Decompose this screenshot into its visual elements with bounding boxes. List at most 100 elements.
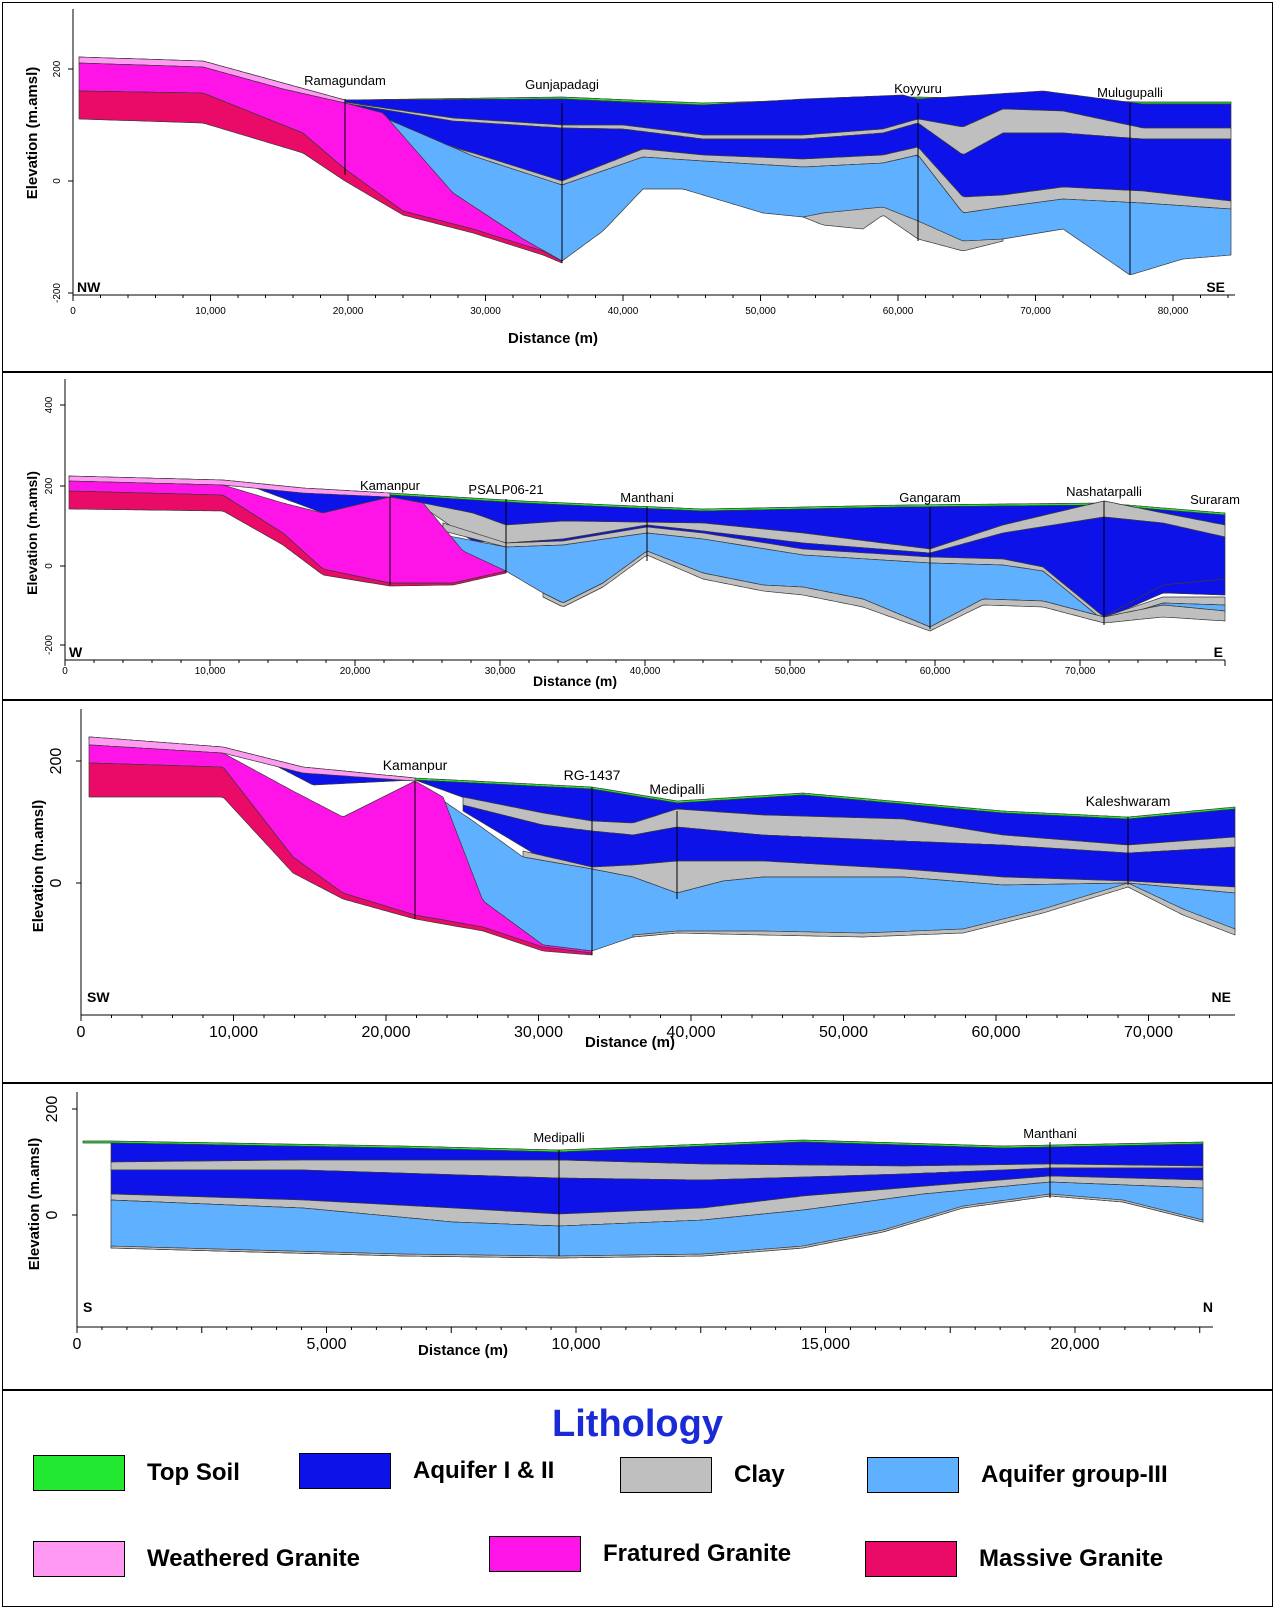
legend-label: Top Soil <box>147 1459 240 1486</box>
x-tick-label: 10,000 <box>195 666 226 677</box>
direction-label-left: S <box>83 1299 92 1315</box>
x-axis-title: Distance (m) <box>533 673 617 689</box>
well-label: Kamanpur <box>383 757 448 773</box>
y-axis-title: Elevation (m.amsl) <box>30 800 47 933</box>
legend-swatch-top-soil <box>33 1455 125 1491</box>
well-label: Gunjapadagi <box>525 77 599 92</box>
x-tick-label: 0 <box>77 1024 86 1041</box>
x-tick-label: 40,000 <box>608 306 639 317</box>
well-label: Mulugupalli <box>1097 85 1163 100</box>
direction-label-right: E <box>1214 644 1223 660</box>
x-tick-label: 80,000 <box>1158 306 1189 317</box>
clay-layer <box>542 551 1226 632</box>
layers <box>78 56 1232 275</box>
x-tick-label: 20,000 <box>333 306 364 317</box>
x-tick-label: 50,000 <box>745 306 776 317</box>
legend-label: Massive Granite <box>979 1545 1164 1572</box>
lithology-legend: Lithology Top Soil Aquifer I & II Clay A… <box>2 1390 1273 1607</box>
legend-swatch-aquifer-1-2 <box>299 1453 391 1489</box>
x-tick-label: 0 <box>73 1336 82 1353</box>
y-axis-title: Elevation (m.amsl) <box>24 67 41 200</box>
legend-item-aquifer-1-2: Aquifer I & II <box>299 1453 554 1489</box>
legend-swatch-fractured-granite <box>489 1536 581 1572</box>
well-label: Gangaram <box>899 490 960 505</box>
x-tick-label: 40,000 <box>630 666 661 677</box>
clay-layer <box>632 882 1236 938</box>
clay-layer <box>110 1193 1204 1259</box>
x-tick-label: 50,000 <box>775 666 806 677</box>
x-tick-label: 70,000 <box>1020 306 1051 317</box>
legend-item-aquifer-3: Aquifer group-III <box>867 1457 1168 1493</box>
x-tick-label: 70,000 <box>1124 1024 1173 1041</box>
direction-label-right: SE <box>1206 279 1225 295</box>
legend-label: Clay <box>734 1461 785 1488</box>
x-tick-label: 20,000 <box>362 1024 411 1041</box>
clay-layer <box>802 206 1004 252</box>
y-tick-label: -200 <box>44 635 55 655</box>
layers <box>82 1139 1204 1259</box>
x-tick-label: 0 <box>70 306 76 317</box>
well-label: Manthani <box>1023 1126 1077 1141</box>
legend-item-weathered-granite: Weathered Granite <box>33 1541 360 1577</box>
x-tick-label: 60,000 <box>883 306 914 317</box>
y-tick-label: 200 <box>44 1096 61 1123</box>
direction-label-left: W <box>69 644 83 660</box>
x-axis-title: Distance (m) <box>585 1034 675 1051</box>
cross-section-1: 0 10,000 20,000 30,000 40,000 50,000 60,000 70,… <box>24 9 1235 347</box>
well-label: Koyyuru <box>894 81 942 96</box>
cross-section-4: 0 5,000 10,000 15,000 20,000 200 0 Distance (m)… <box>26 1092 1213 1359</box>
x-tick-label: 30,000 <box>470 306 501 317</box>
legend-swatch-weathered-granite <box>33 1541 125 1577</box>
x-tick-label: 0 <box>62 666 68 677</box>
legend-swatch-aquifer-3 <box>867 1457 959 1493</box>
y-tick-label: 0 <box>48 878 65 887</box>
well-label: Ramagundam <box>304 73 386 88</box>
cross-section-3: 0 10,000 20,000 30,000 40,000 50,000 60,000 70,… <box>30 709 1236 1051</box>
aquifer-1-2-layer <box>1103 578 1226 620</box>
y-tick-label: 400 <box>44 396 55 413</box>
well-label: Medipalli <box>649 781 704 797</box>
y-axis-title: Elevation (m.amsl) <box>24 471 40 595</box>
well-label: Nashatarpalli <box>1066 484 1142 499</box>
aquifer-3-layer <box>372 112 1232 275</box>
x-tick-label: 40,000 <box>667 1024 716 1041</box>
section-panel-2: 0 10,000 20,000 30,000 40,000 50,000 60,000 70,… <box>2 372 1273 700</box>
x-tick-label: 15,000 <box>801 1336 850 1353</box>
layers <box>68 475 1226 632</box>
layers <box>88 736 1236 956</box>
y-axis-title: Elevation (m.amsl) <box>26 1138 43 1271</box>
well-label: Kamanpur <box>360 478 421 493</box>
y-tick-label: 200 <box>52 60 63 77</box>
well-label: RG-1437 <box>564 767 621 783</box>
x-tick-label: 60,000 <box>972 1024 1021 1041</box>
x-axis-title: Distance (m) <box>508 330 598 347</box>
direction-label-right: NE <box>1212 989 1231 1005</box>
x-tick-label: 20,000 <box>340 666 371 677</box>
well-label: PSALP06-21 <box>468 482 543 497</box>
x-tick-label: 10,000 <box>552 1336 601 1353</box>
x-tick-label: 10,000 <box>195 306 226 317</box>
direction-label-right: N <box>1203 1299 1213 1315</box>
well-label: Kaleshwaram <box>1086 793 1171 809</box>
well-label: Suraram <box>1190 492 1240 507</box>
legend-item-clay: Clay <box>620 1457 785 1493</box>
legend-label: Aquifer I & II <box>413 1457 555 1484</box>
legend-label: Aquifer group-III <box>981 1461 1168 1488</box>
y-tick-label: -200 <box>52 283 63 303</box>
section-panel-1: 0 10,000 20,000 30,000 40,000 50,000 60,000 70,… <box>2 2 1273 372</box>
x-tick-label: 5,000 <box>306 1336 346 1353</box>
y-tick-label: 0 <box>52 178 63 184</box>
direction-label-left: NW <box>77 279 101 295</box>
y-tick-label: 200 <box>44 477 55 494</box>
x-tick-label: 30,000 <box>514 1024 563 1041</box>
legend-label: Fratured Granite <box>603 1540 792 1567</box>
legend-title: Lithology <box>552 1403 723 1445</box>
well-label: Manthani <box>620 490 674 505</box>
x-tick-label: 60,000 <box>920 666 951 677</box>
direction-label-left: SW <box>87 989 110 1005</box>
x-tick-label: 20,000 <box>1051 1336 1100 1353</box>
x-tick-label: 30,000 <box>485 666 516 677</box>
cross-section-2: 0 10,000 20,000 30,000 40,000 50,000 60,000 70,… <box>24 379 1240 689</box>
legend-swatch-clay <box>620 1457 712 1493</box>
section-panel-4: 0 5,000 10,000 15,000 20,000 200 0 Distance (m)… <box>2 1083 1273 1390</box>
